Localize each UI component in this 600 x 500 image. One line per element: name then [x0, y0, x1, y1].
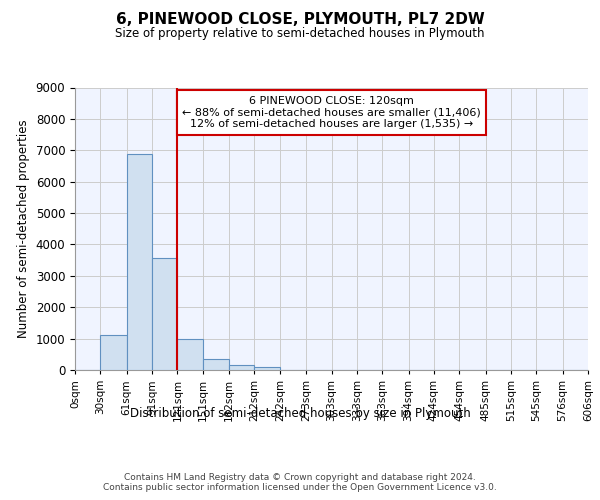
- Text: Distribution of semi-detached houses by size in Plymouth: Distribution of semi-detached houses by …: [130, 408, 470, 420]
- Bar: [178, 339, 203, 370]
- Y-axis label: Number of semi-detached properties: Number of semi-detached properties: [17, 120, 30, 338]
- Text: Size of property relative to semi-detached houses in Plymouth: Size of property relative to semi-detach…: [115, 28, 485, 40]
- Text: 6, PINEWOOD CLOSE, PLYMOUTH, PL7 2DW: 6, PINEWOOD CLOSE, PLYMOUTH, PL7 2DW: [116, 12, 484, 28]
- Bar: [254, 367, 280, 370]
- Bar: [229, 366, 254, 370]
- Text: 6 PINEWOOD CLOSE: 120sqm
← 88% of semi-detached houses are smaller (11,406)
12% : 6 PINEWOOD CLOSE: 120sqm ← 88% of semi-d…: [182, 96, 481, 129]
- Text: Contains HM Land Registry data © Crown copyright and database right 2024.
Contai: Contains HM Land Registry data © Crown c…: [103, 472, 497, 492]
- Bar: [100, 335, 127, 370]
- Bar: [152, 258, 178, 370]
- Bar: [127, 154, 152, 370]
- Bar: [203, 360, 229, 370]
